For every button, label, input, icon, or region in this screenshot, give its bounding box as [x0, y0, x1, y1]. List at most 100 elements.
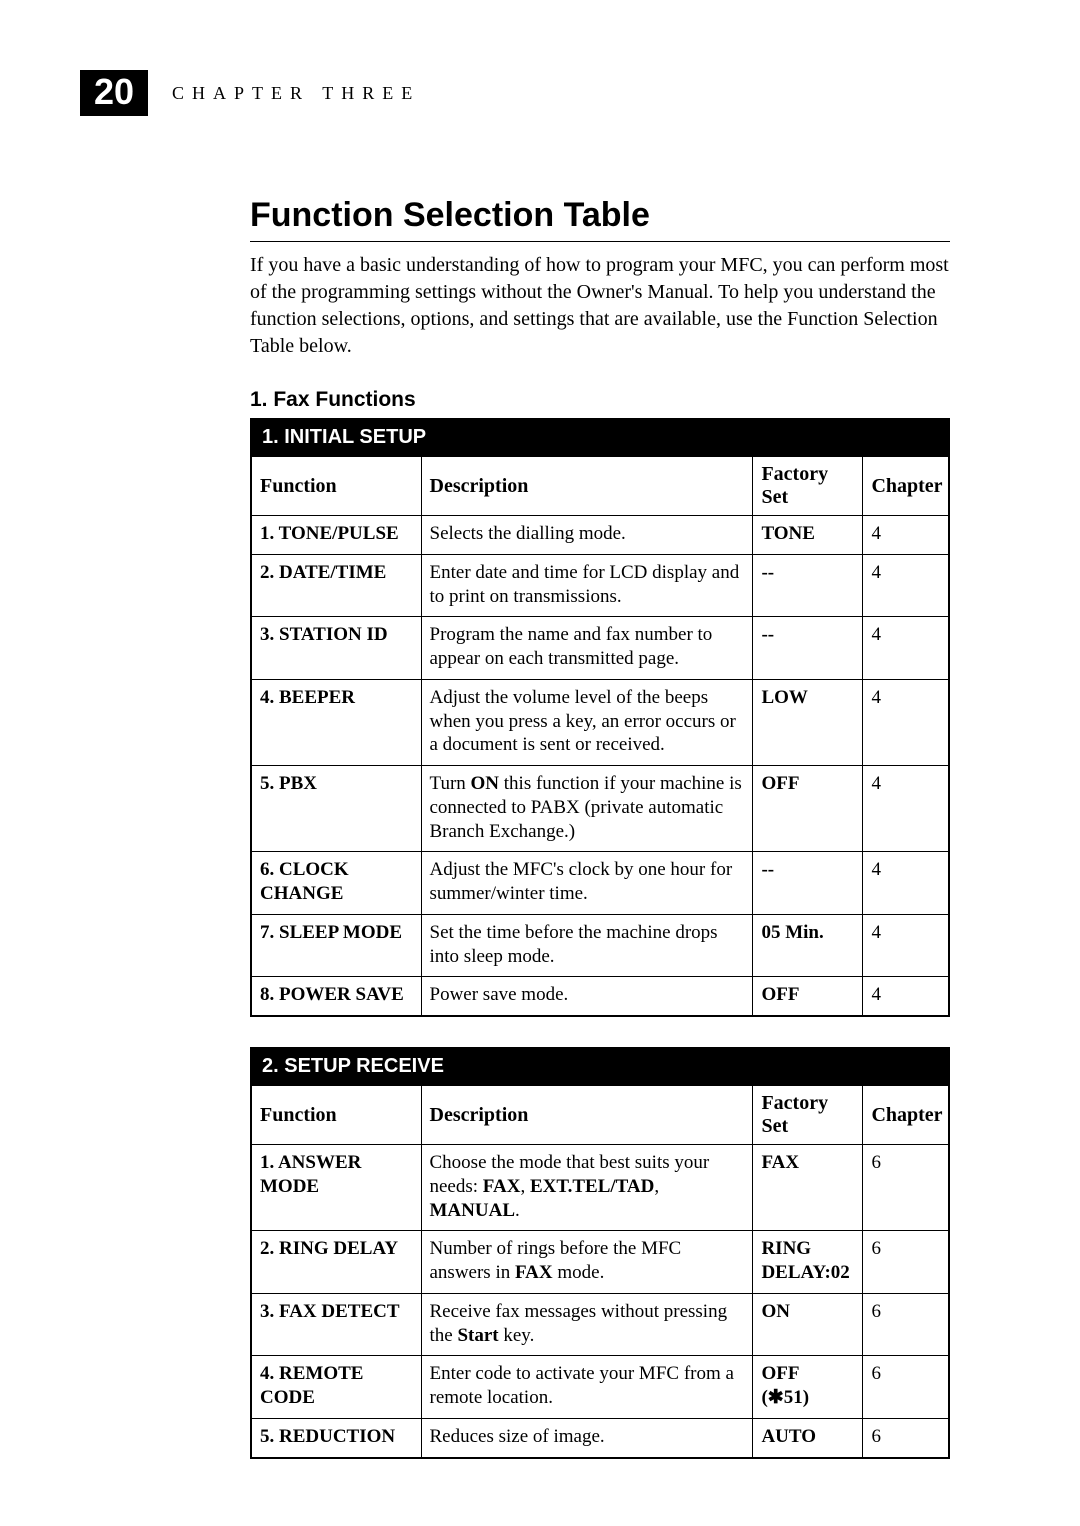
function-number: 8.: [260, 984, 274, 1005]
factory-set-cell: LOW: [753, 679, 863, 765]
function-name-cell: 1. ANSWER MODE: [251, 1145, 421, 1231]
table-row: 8. POWER SAVEPower save mode.OFF4: [251, 977, 949, 1016]
function-name-cell: 1. TONE/PULSE: [251, 516, 421, 555]
function-number: 1.: [260, 523, 274, 544]
function-number: 4.: [260, 1363, 274, 1384]
column-header-chapter: Chapter: [863, 456, 949, 516]
function-name: STATION ID: [279, 624, 388, 645]
function-name-cell: 2. DATE/TIME: [251, 554, 421, 617]
chapter-cell: 4: [863, 977, 949, 1016]
column-header-function: Function: [251, 1085, 421, 1145]
column-header-factory_set: Factory Set: [753, 456, 863, 516]
function-name: RING DELAY: [279, 1238, 398, 1259]
table-band-header: 1. INITIAL SETUP: [251, 419, 949, 456]
chapter-cell: 6: [863, 1418, 949, 1457]
content-area: Function Selection Table If you have a b…: [250, 196, 950, 1459]
function-name: POWER SAVE: [279, 984, 404, 1005]
column-header-factory_set: Factory Set: [753, 1085, 863, 1145]
table-row: 2. DATE/TIMEEnter date and time for LCD …: [251, 554, 949, 617]
function-number: 2.: [260, 562, 274, 583]
page-number-badge: 20: [80, 70, 148, 116]
function-name: REDUCTION: [279, 1426, 395, 1447]
function-table: 1. INITIAL SETUPFunctionDescriptionFacto…: [250, 418, 950, 1017]
factory-set-cell: --: [753, 617, 863, 680]
function-name: CLOCK CHANGE: [260, 859, 349, 904]
chapter-cell: 6: [863, 1145, 949, 1231]
function-name: TONE/PULSE: [279, 523, 399, 544]
table-row: 1. TONE/PULSESelects the dialling mode.T…: [251, 516, 949, 555]
table-row: 3. STATION IDProgram the name and fax nu…: [251, 617, 949, 680]
chapter-cell: 4: [863, 914, 949, 977]
function-name: PBX: [279, 773, 317, 794]
function-name: BEEPER: [279, 687, 355, 708]
function-name-cell: 2. RING DELAY: [251, 1231, 421, 1294]
function-name-cell: 6. CLOCK CHANGE: [251, 852, 421, 915]
function-name: SLEEP MODE: [279, 922, 402, 943]
tables-container: 1. INITIAL SETUPFunctionDescriptionFacto…: [250, 418, 950, 1459]
description-cell: Power save mode.: [421, 977, 753, 1016]
factory-set-cell: 05 Min.: [753, 914, 863, 977]
column-header-description: Description: [421, 456, 753, 516]
function-name-cell: 5. REDUCTION: [251, 1418, 421, 1457]
chapter-cell: 4: [863, 617, 949, 680]
factory-set-cell: RING DELAY:02: [753, 1231, 863, 1294]
table-row: 1. ANSWER MODEChoose the mode that best …: [251, 1145, 949, 1231]
description-cell: Choose the mode that best suits your nee…: [421, 1145, 753, 1231]
function-name: FAX DETECT: [279, 1301, 400, 1322]
intro-paragraph: If you have a basic understanding of how…: [250, 252, 950, 360]
table-row: 3. FAX DETECTReceive fax messages withou…: [251, 1293, 949, 1356]
description-cell: Enter date and time for LCD display and …: [421, 554, 753, 617]
description-cell: Adjust the volume level of the beeps whe…: [421, 679, 753, 765]
chapter-label: CHAPTER THREE: [172, 83, 420, 104]
table-row: 2. RING DELAYNumber of rings before the …: [251, 1231, 949, 1294]
function-number: 5.: [260, 1426, 274, 1447]
chapter-cell: 4: [863, 554, 949, 617]
function-name-cell: 3. STATION ID: [251, 617, 421, 680]
factory-set-cell: TONE: [753, 516, 863, 555]
table-row: 6. CLOCK CHANGEAdjust the MFC's clock by…: [251, 852, 949, 915]
function-name: REMOTE CODE: [260, 1363, 363, 1408]
column-header-description: Description: [421, 1085, 753, 1145]
chapter-cell: 4: [863, 852, 949, 915]
chapter-cell: 6: [863, 1231, 949, 1294]
function-name: ANSWER MODE: [260, 1152, 361, 1197]
function-number: 3.: [260, 624, 274, 645]
function-table: 2. SETUP RECEIVEFunctionDescriptionFacto…: [250, 1047, 950, 1459]
description-cell: Reduces size of image.: [421, 1418, 753, 1457]
function-number: 5.: [260, 773, 274, 794]
chapter-cell: 6: [863, 1293, 949, 1356]
function-number: 6.: [260, 859, 274, 880]
description-cell: Number of rings before the MFC answers i…: [421, 1231, 753, 1294]
description-cell: Adjust the MFC's clock by one hour for s…: [421, 852, 753, 915]
function-number: 4.: [260, 687, 274, 708]
page-header: 20 CHAPTER THREE: [80, 70, 960, 116]
description-cell: Selects the dialling mode.: [421, 516, 753, 555]
section-heading: 1. Fax Functions: [250, 388, 950, 412]
factory-set-cell: FAX: [753, 1145, 863, 1231]
description-cell: Set the time before the machine drops in…: [421, 914, 753, 977]
factory-set-cell: --: [753, 852, 863, 915]
table-band-header: 2. SETUP RECEIVE: [251, 1048, 949, 1085]
factory-set-cell: OFF: [753, 977, 863, 1016]
function-number: 1.: [260, 1152, 274, 1173]
chapter-cell: 4: [863, 766, 949, 852]
function-name: DATE/TIME: [279, 562, 386, 583]
page: 20 CHAPTER THREE Function Selection Tabl…: [0, 0, 1080, 1526]
factory-set-cell: --: [753, 554, 863, 617]
table-row: 5. PBXTurn ON this function if your mach…: [251, 766, 949, 852]
function-name-cell: 3. FAX DETECT: [251, 1293, 421, 1356]
table-row: 7. SLEEP MODESet the time before the mac…: [251, 914, 949, 977]
description-cell: Program the name and fax number to appea…: [421, 617, 753, 680]
function-name-cell: 7. SLEEP MODE: [251, 914, 421, 977]
function-number: 7.: [260, 922, 274, 943]
description-cell: Enter code to activate your MFC from a r…: [421, 1356, 753, 1419]
function-number: 2.: [260, 1238, 274, 1259]
function-name-cell: 4. BEEPER: [251, 679, 421, 765]
factory-set-cell: ON: [753, 1293, 863, 1356]
function-name-cell: 8. POWER SAVE: [251, 977, 421, 1016]
function-name-cell: 5. PBX: [251, 766, 421, 852]
chapter-cell: 4: [863, 516, 949, 555]
table-row: 5. REDUCTIONReduces size of image.AUTO6: [251, 1418, 949, 1457]
chapter-cell: 6: [863, 1356, 949, 1419]
column-header-chapter: Chapter: [863, 1085, 949, 1145]
